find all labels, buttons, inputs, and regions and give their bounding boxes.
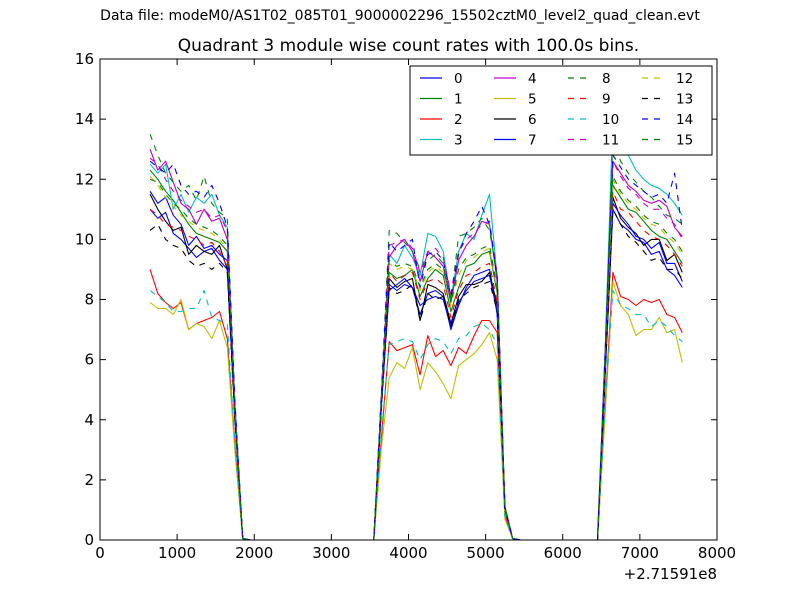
legend-label-9: 9: [602, 92, 611, 108]
legend-label-14: 14: [676, 112, 693, 128]
legend-label-12: 12: [676, 71, 693, 87]
legend-label-11: 11: [602, 133, 619, 149]
series-line-4: [149, 149, 683, 540]
legend-frame: [409, 65, 713, 156]
legend-label-8: 8: [602, 71, 611, 87]
x-offset-label: +2.71591e8: [624, 565, 717, 583]
legend-label-1: 1: [454, 92, 463, 108]
y-tick-label: 16: [75, 50, 94, 68]
axis-ticks: 0 1000 2000 3000 4000 5000 6000 7000 80000246810…: [75, 50, 736, 562]
series-layer: [149, 115, 683, 540]
legend-label-7: 7: [528, 133, 537, 149]
series-line-12: [149, 175, 683, 540]
legend-label-2: 2: [454, 112, 463, 128]
data-file-label: Data file: modeM0/AS1T02_085T01_90000022…: [100, 8, 700, 24]
series-line-1: [149, 169, 683, 540]
legend-label-3: 3: [454, 133, 463, 149]
x-tick-label: 0: [95, 544, 105, 562]
y-tick-label: 4: [84, 411, 94, 429]
chart-title: Quadrant 3 module wise count rates with …: [177, 36, 640, 56]
series-line-10: [149, 289, 683, 540]
series-line-11: [149, 157, 683, 540]
y-tick-label: 12: [75, 170, 94, 188]
legend-label-10: 10: [602, 112, 619, 128]
x-tick-label: 6000: [544, 544, 582, 562]
y-tick-label: 8: [84, 291, 94, 309]
series-line-14: [149, 154, 683, 540]
x-tick-label: 4000: [389, 544, 427, 562]
x-tick-label: 3000: [312, 544, 350, 562]
legend-label-4: 4: [528, 71, 537, 87]
series-line-8: [149, 134, 683, 540]
series-line-0: [149, 208, 683, 540]
series-line-13: [149, 208, 683, 540]
y-tick-label: 0: [84, 531, 94, 549]
x-tick-label: 8000: [698, 544, 736, 562]
legend-label-6: 6: [528, 112, 537, 128]
series-line-6: [149, 194, 683, 540]
series-line-5: [149, 280, 683, 540]
x-tick-label: 7000: [621, 544, 659, 562]
series-line-15: [149, 175, 683, 540]
legend-label-5: 5: [528, 92, 537, 108]
y-tick-label: 14: [75, 110, 94, 128]
legend-label-13: 13: [676, 92, 693, 108]
y-tick-label: 2: [84, 471, 94, 489]
x-tick-label: 2000: [235, 544, 273, 562]
y-tick-label: 6: [84, 351, 94, 369]
x-tick-label: 1000: [158, 544, 196, 562]
legend-label-15: 15: [676, 133, 693, 149]
x-tick-label: 5000: [467, 544, 505, 562]
y-tick-label: 10: [75, 230, 94, 248]
series-line-2: [149, 269, 683, 540]
legend-label-0: 0: [454, 71, 463, 87]
series-line-9: [149, 190, 683, 540]
